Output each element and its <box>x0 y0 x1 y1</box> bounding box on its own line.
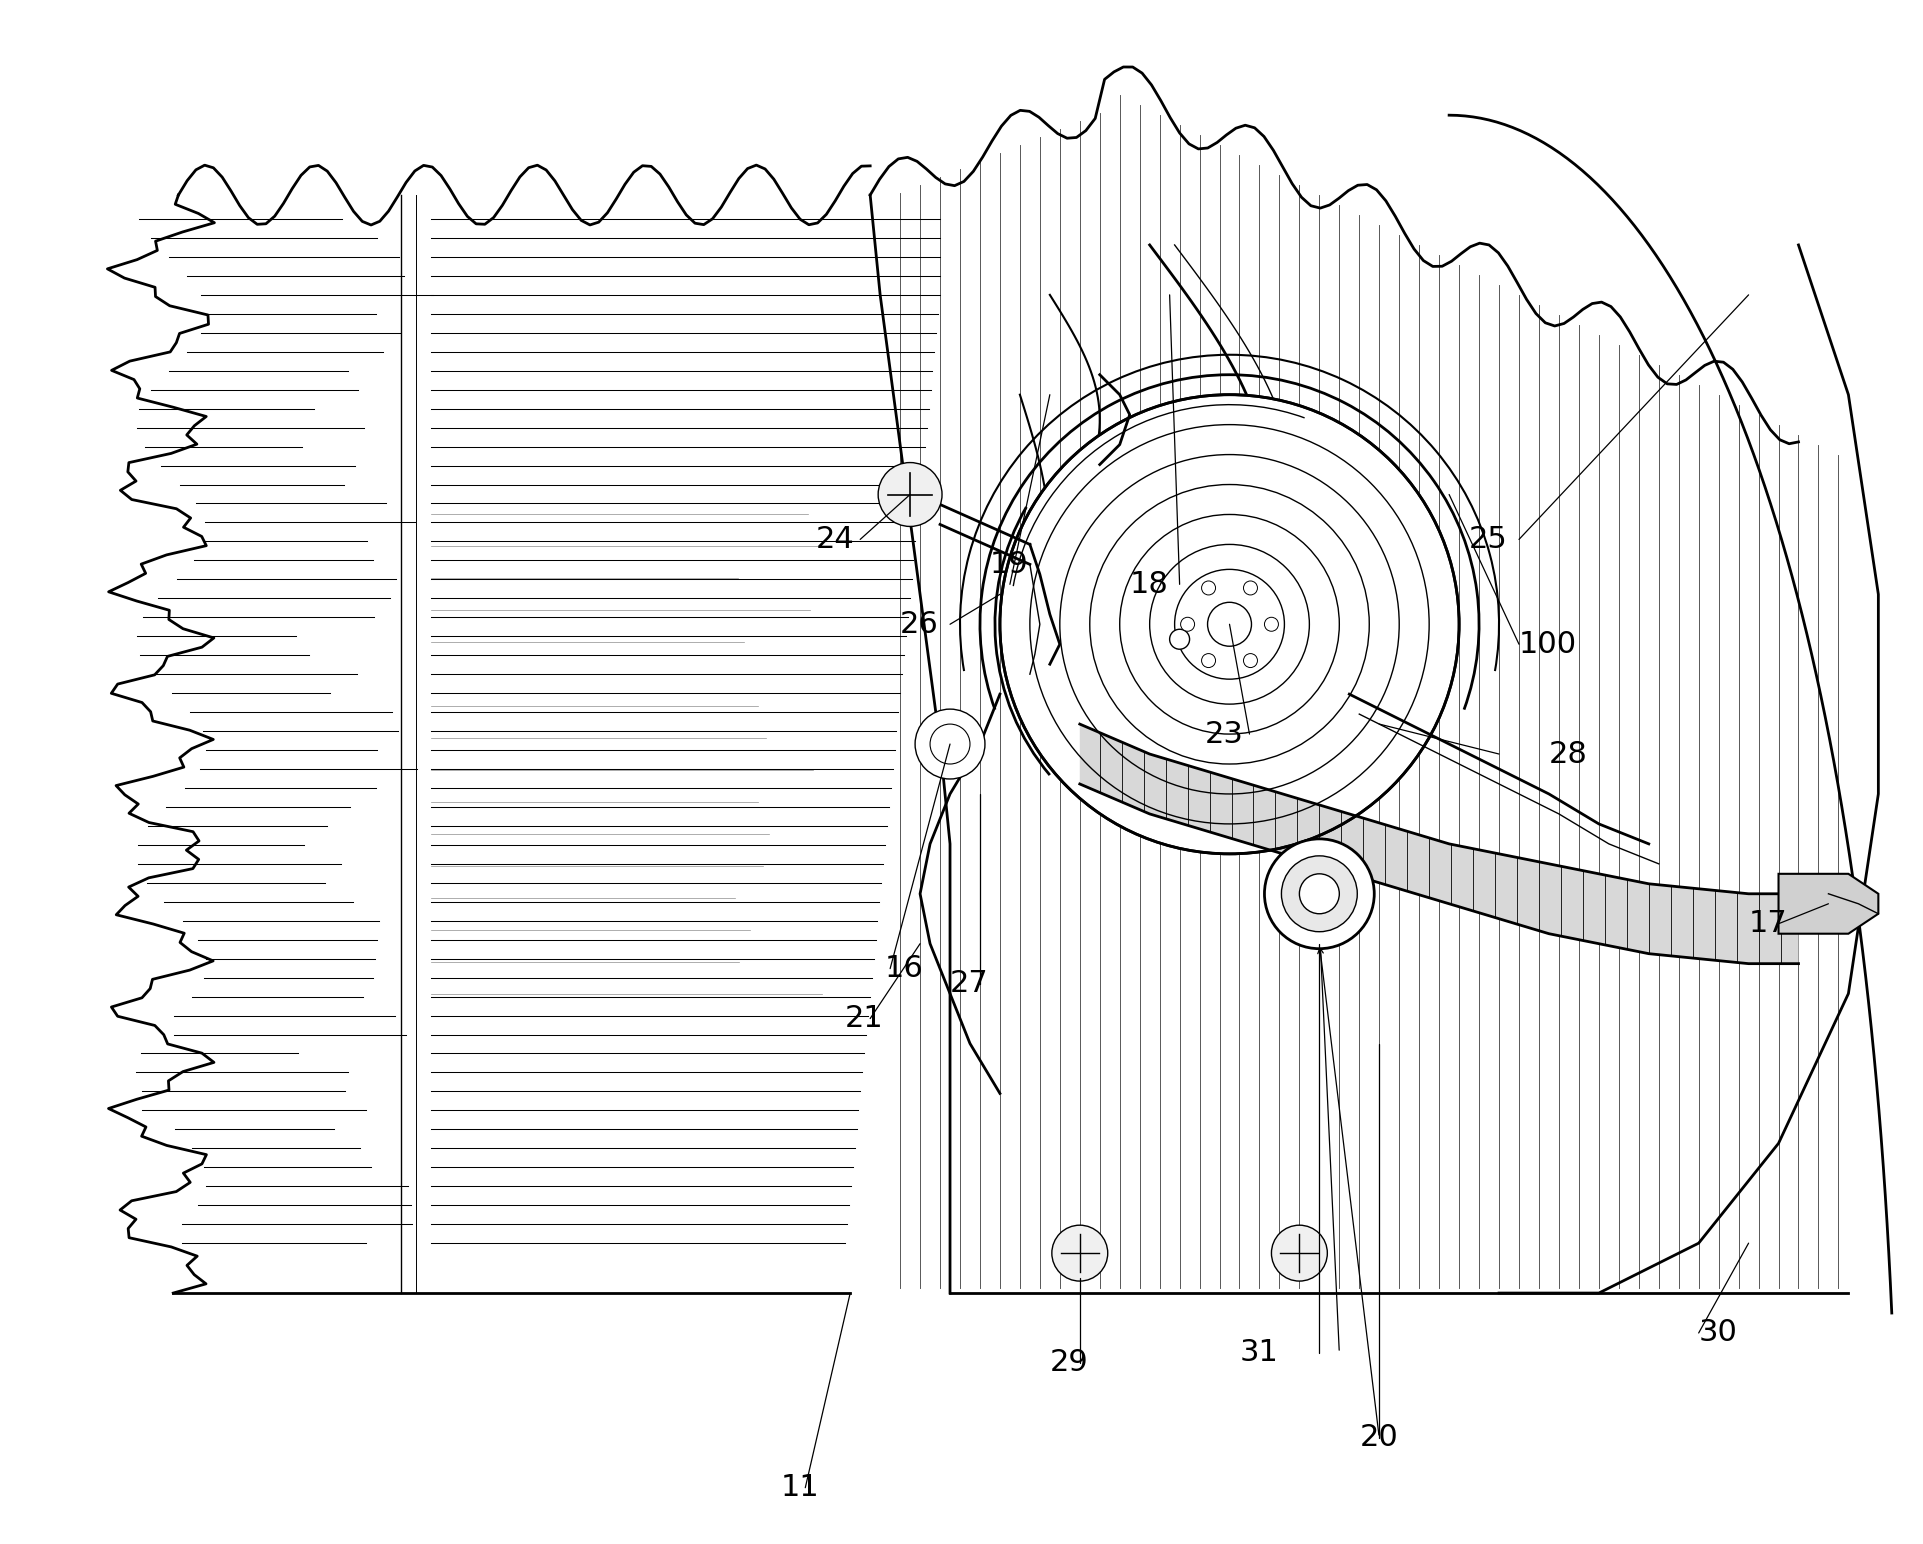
Text: 100: 100 <box>1517 630 1577 659</box>
Text: 26: 26 <box>900 610 938 639</box>
Circle shape <box>1000 395 1458 854</box>
Text: 29: 29 <box>1050 1348 1088 1377</box>
Polygon shape <box>1777 874 1877 934</box>
Circle shape <box>1263 618 1277 631</box>
Circle shape <box>1208 602 1250 647</box>
Text: 23: 23 <box>1204 720 1242 749</box>
Text: 17: 17 <box>1748 909 1786 939</box>
Circle shape <box>1202 581 1215 594</box>
Text: 11: 11 <box>781 1473 819 1502</box>
Circle shape <box>1263 838 1373 948</box>
Circle shape <box>1281 855 1356 931</box>
Text: 28: 28 <box>1548 740 1586 769</box>
Text: 31: 31 <box>1238 1339 1277 1368</box>
Polygon shape <box>1079 724 1798 963</box>
Text: 27: 27 <box>950 970 988 997</box>
Circle shape <box>1242 581 1258 594</box>
Text: 21: 21 <box>844 1004 883 1033</box>
Text: 18: 18 <box>1129 570 1167 599</box>
Text: 25: 25 <box>1469 525 1508 554</box>
Circle shape <box>1242 653 1258 667</box>
Circle shape <box>1298 874 1338 914</box>
Text: 20: 20 <box>1358 1424 1398 1453</box>
Circle shape <box>877 463 942 527</box>
Circle shape <box>1271 1226 1327 1282</box>
Text: 30: 30 <box>1698 1319 1736 1348</box>
Circle shape <box>1169 630 1188 648</box>
Text: 16: 16 <box>885 954 923 984</box>
Text: 19: 19 <box>990 550 1029 579</box>
Circle shape <box>1052 1226 1108 1282</box>
Text: 24: 24 <box>815 525 854 554</box>
Circle shape <box>1181 618 1194 631</box>
Circle shape <box>1202 653 1215 667</box>
Circle shape <box>915 709 985 780</box>
